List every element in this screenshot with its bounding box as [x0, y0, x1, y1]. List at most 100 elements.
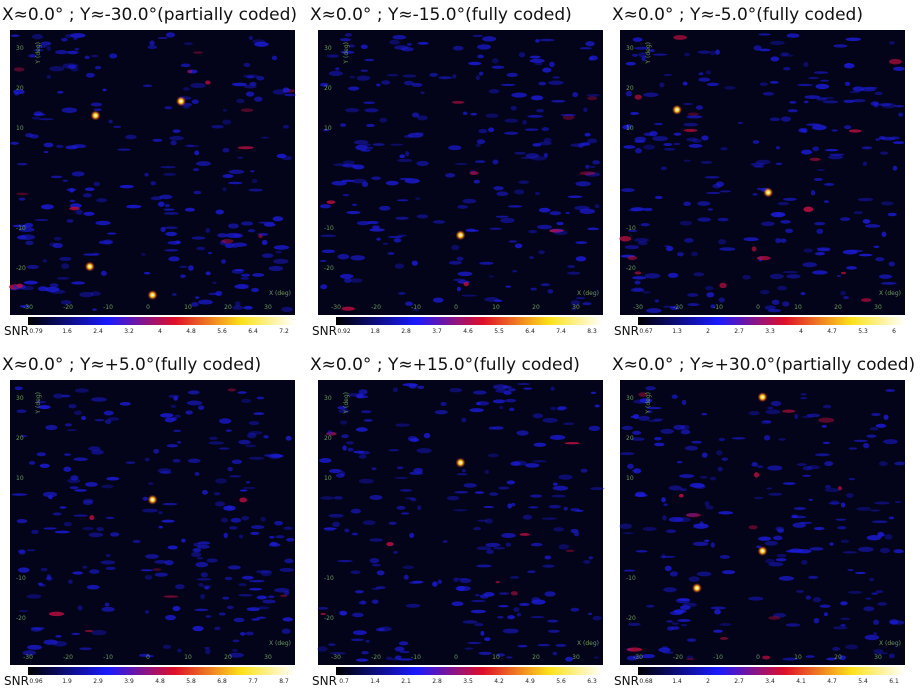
noise-blob — [756, 255, 771, 261]
colorbar-tick-label: 6.4 — [248, 328, 258, 335]
noise-blob — [619, 235, 632, 242]
noise-blob — [232, 233, 243, 238]
noise-blob — [72, 571, 84, 575]
noise-blob — [803, 248, 813, 253]
noise-blob — [457, 205, 469, 209]
noise-blob — [364, 58, 375, 62]
noise-blob — [344, 33, 353, 37]
noise-blob — [885, 389, 896, 392]
noise-blob — [877, 531, 885, 537]
noise-blob — [673, 424, 685, 430]
hot-spot — [455, 230, 466, 241]
noise-blob — [89, 515, 95, 521]
noise-blob — [163, 595, 179, 598]
y-tick-label: 10 — [16, 475, 24, 482]
noise-blob — [464, 647, 474, 650]
noise-blob — [758, 48, 771, 52]
noise-blob — [767, 465, 783, 471]
noise-blob — [801, 149, 813, 155]
noise-blob — [462, 111, 468, 116]
noise-blob — [718, 437, 726, 442]
noise-blob — [638, 52, 647, 58]
noise-blob — [873, 652, 889, 655]
x-tick-label: 0 — [454, 304, 458, 311]
noise-blob — [770, 400, 782, 407]
hot-spot — [757, 546, 768, 556]
noise-blob — [18, 197, 26, 201]
y-tick-label: 20 — [324, 85, 332, 92]
noise-blob — [794, 413, 799, 420]
sky-image — [318, 380, 603, 665]
noise-blob — [68, 404, 77, 409]
noise-blob — [510, 591, 518, 596]
noise-blob — [258, 234, 263, 239]
noise-blob — [147, 482, 154, 485]
noise-blob — [593, 656, 599, 659]
noise-blob — [246, 75, 255, 79]
panel-title: X≈0.0° ; Y≈+30.0°(partially coded) — [612, 355, 915, 375]
noise-blob — [669, 571, 678, 577]
noise-blob — [100, 560, 116, 565]
noise-blob — [65, 145, 78, 150]
y-tick-label: 30 — [626, 395, 634, 402]
noise-blob — [689, 482, 705, 488]
noise-blob — [871, 520, 888, 524]
x-tick-label: 0 — [756, 654, 760, 661]
noise-blob — [282, 617, 294, 622]
colorbar-tick-label: 1.4 — [370, 678, 380, 685]
noise-blob — [84, 629, 94, 633]
noise-blob — [803, 61, 809, 68]
y-tick-label: 20 — [324, 435, 332, 442]
noise-blob — [837, 526, 847, 530]
noise-blob — [699, 475, 708, 479]
noise-blob — [67, 579, 73, 584]
noise-blob — [863, 606, 875, 612]
noise-blob — [59, 256, 72, 261]
noise-blob — [898, 112, 904, 117]
noise-blob — [256, 616, 267, 619]
noise-blob — [472, 34, 483, 38]
noise-blob — [173, 396, 178, 401]
noise-blob — [788, 100, 797, 104]
noise-blob — [653, 122, 663, 126]
noise-blob — [541, 127, 549, 132]
noise-blob — [88, 532, 104, 538]
noise-blob — [409, 471, 424, 475]
noise-blob — [718, 239, 727, 245]
noise-blob — [392, 387, 399, 393]
noise-blob — [718, 511, 733, 515]
x-tick-label: 10 — [184, 304, 192, 311]
noise-blob — [517, 644, 528, 648]
noise-blob — [49, 289, 66, 294]
noise-blob — [61, 394, 71, 398]
noise-blob — [827, 502, 842, 505]
noise-blob — [160, 165, 177, 169]
noise-blob — [892, 165, 898, 171]
noise-blob — [119, 184, 134, 189]
noise-blob — [174, 414, 181, 418]
noise-blob — [785, 549, 798, 553]
colorbar-tick-label: 2 — [706, 328, 710, 335]
noise-blob — [192, 548, 202, 553]
noise-blob — [30, 626, 45, 630]
noise-blob — [46, 75, 52, 79]
noise-blob — [758, 536, 772, 541]
noise-blob — [248, 420, 260, 426]
noise-blob — [525, 153, 540, 159]
noise-blob — [82, 500, 93, 505]
noise-blob — [43, 150, 49, 153]
noise-blob — [241, 516, 250, 521]
noise-blob — [214, 626, 221, 631]
noise-blob — [339, 420, 348, 425]
noise-blob — [54, 530, 70, 534]
noise-blob — [815, 83, 830, 90]
noise-blob — [341, 434, 349, 439]
noise-blob — [159, 471, 172, 475]
noise-blob — [888, 653, 895, 659]
x-axis-label: X (deg) — [577, 640, 599, 647]
x-tick-label: 30 — [572, 304, 580, 311]
noise-blob — [113, 125, 122, 129]
noise-blob — [144, 172, 149, 177]
noise-blob — [319, 204, 331, 209]
noise-blob — [837, 486, 842, 491]
